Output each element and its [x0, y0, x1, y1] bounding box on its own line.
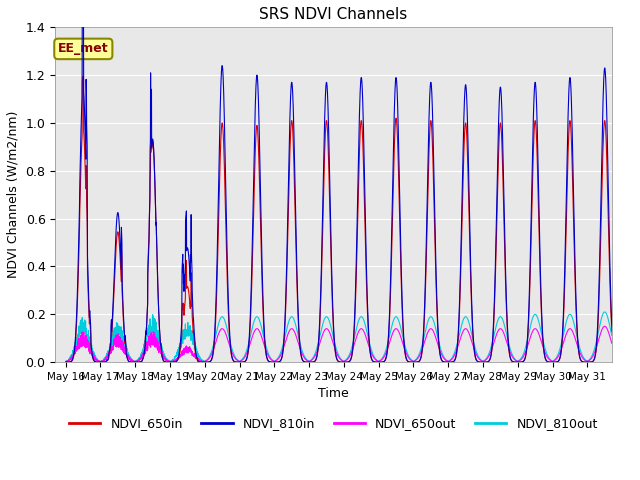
Title: SRS NDVI Channels: SRS NDVI Channels [259, 7, 408, 22]
Y-axis label: NDVI Channels (W/m2/nm): NDVI Channels (W/m2/nm) [7, 111, 20, 278]
X-axis label: Time: Time [318, 387, 349, 400]
Legend: NDVI_650in, NDVI_810in, NDVI_650out, NDVI_810out: NDVI_650in, NDVI_810in, NDVI_650out, NDV… [64, 412, 603, 435]
Text: EE_met: EE_met [58, 42, 109, 55]
